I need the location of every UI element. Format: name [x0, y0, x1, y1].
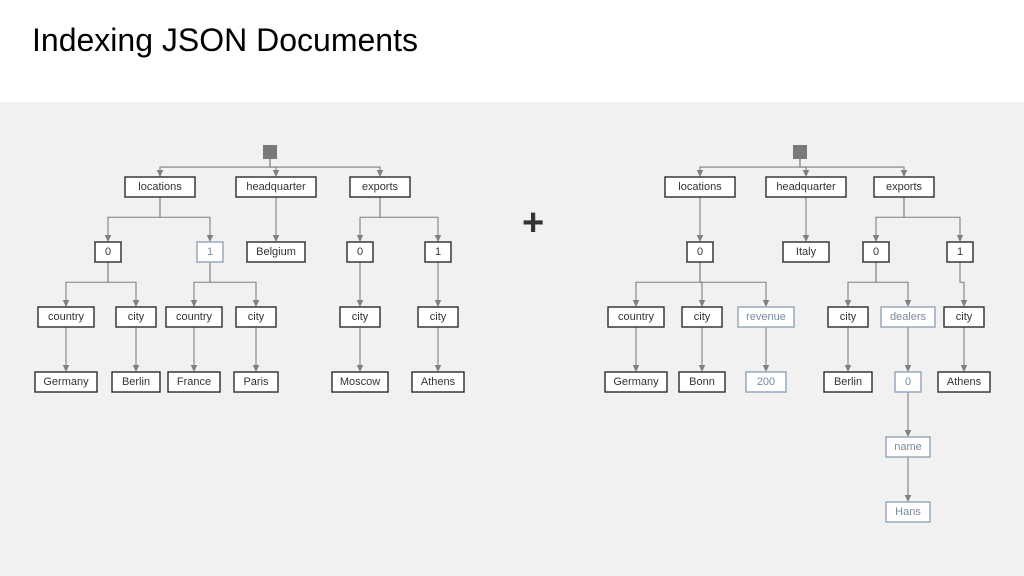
tree-node-label: Germany: [613, 376, 659, 388]
tree-node-label: 0: [105, 246, 111, 258]
tree-node-label: 0: [357, 246, 363, 258]
tree-node-label: 200: [757, 376, 775, 388]
tree-node-label: exports: [362, 181, 399, 193]
tree-node-label: city: [840, 311, 857, 323]
tree-node-label: city: [248, 311, 265, 323]
tree-node-label: Berlin: [834, 376, 862, 388]
tree-node-label: city: [430, 311, 447, 323]
tree-node-label: headquarter: [246, 181, 306, 193]
tree-node-label: Paris: [243, 376, 269, 388]
tree-node-label: 1: [207, 246, 213, 258]
tree-node-label: name: [894, 441, 922, 453]
tree-node-label: Athens: [947, 376, 982, 388]
tree-node-label: country: [176, 311, 213, 323]
tree-node-label: city: [694, 311, 711, 323]
tree-node-label: 0: [697, 246, 703, 258]
tree-node-label: Belgium: [256, 246, 296, 258]
tree-node-label: city: [956, 311, 973, 323]
tree-node-label: Hans: [895, 506, 921, 518]
tree-node-label: France: [177, 376, 211, 388]
tree-node-label: locations: [138, 181, 182, 193]
plus-symbol: +: [522, 202, 544, 245]
tree-node-label: Germany: [43, 376, 89, 388]
tree-node-label: city: [128, 311, 145, 323]
tree-node-label: dealers: [890, 311, 927, 323]
tree-node-label: headquarter: [776, 181, 836, 193]
page-title: Indexing JSON Documents: [32, 22, 418, 59]
tree-node-label: country: [618, 311, 655, 323]
tree-node-label: Berlin: [122, 376, 150, 388]
tree-node-label: 1: [435, 246, 441, 258]
diagram-canvas: locations headquarter exports 0 1 Belgium 0 1 co…: [0, 102, 1024, 576]
tree-node-label: city: [352, 311, 369, 323]
tree-node-label: Bonn: [689, 376, 715, 388]
tree-node-label: Italy: [796, 246, 817, 258]
tree-node-label: revenue: [746, 311, 786, 323]
tree-node-label: 0: [873, 246, 879, 258]
tree-node-label: 0: [905, 376, 911, 388]
tree-node-label: Athens: [421, 376, 456, 388]
tree-node-label: locations: [678, 181, 722, 193]
tree-node-label: exports: [886, 181, 923, 193]
tree-node-label: Moscow: [340, 376, 380, 388]
tree-svg: locations headquarter exports 0 1 Belgium 0 1 co…: [0, 102, 1024, 576]
tree-node-label: 1: [957, 246, 963, 258]
tree-node-label: country: [48, 311, 85, 323]
